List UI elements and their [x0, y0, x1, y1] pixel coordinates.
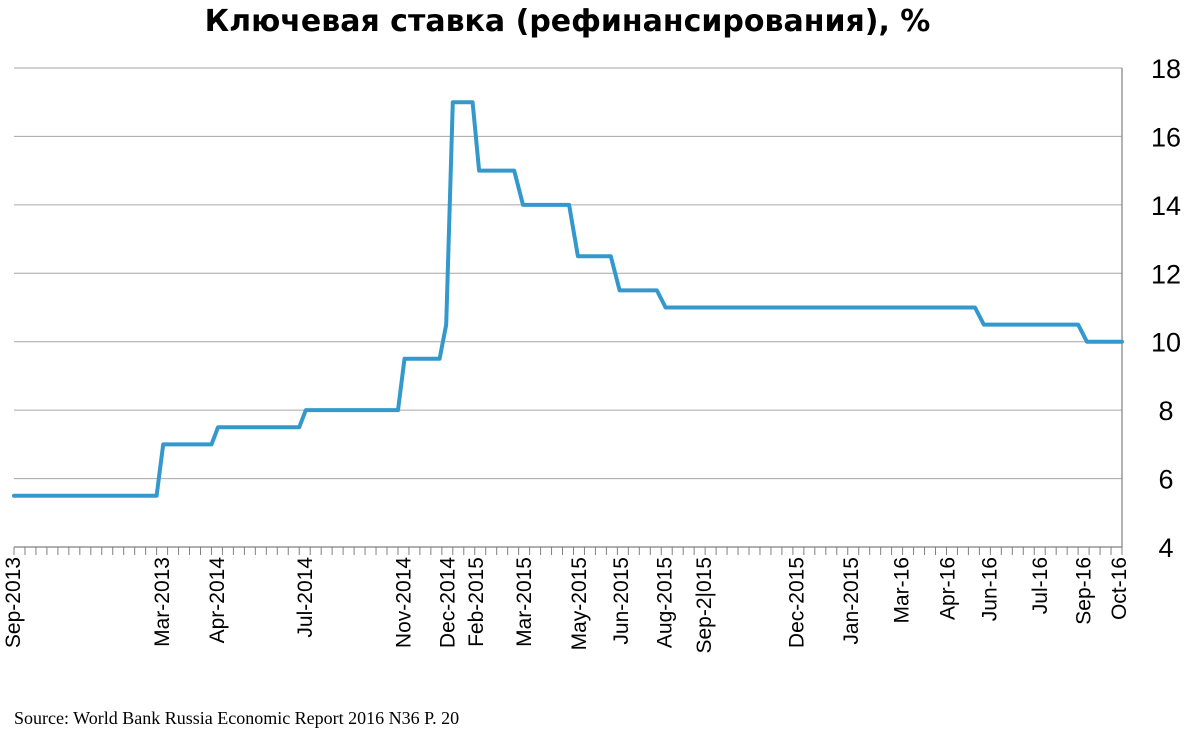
series-line — [12, 100, 1124, 498]
x-tick-label: Sep-2013 — [2, 557, 25, 648]
x-tick-label: Apr-16 — [937, 557, 960, 620]
y-tick-label: 18 — [1151, 54, 1181, 84]
x-tick-label: Jun-2015 — [610, 557, 633, 645]
chart-title: Ключевая ставка (рефинансирования), % — [204, 4, 931, 39]
x-tick-label: Mar-2015 — [513, 557, 536, 647]
x-tick-label: Mar-2013 — [151, 557, 174, 647]
x-tick-label: Sep-16 — [1073, 557, 1096, 625]
x-tick-label: Dec-2014 — [436, 557, 459, 648]
y-tick-label: 10 — [1151, 328, 1181, 358]
x-tick-label: Jul-2014 — [294, 557, 317, 638]
x-tick-label: Feb-2015 — [465, 557, 488, 647]
y-tick-label: 14 — [1151, 191, 1181, 221]
x-tick-label: Aug-2015 — [654, 557, 677, 648]
x-axis-ticks: Sep-2013 Mar-2013 Apr-2014 Jul-2014 Nov-2014… — [2, 557, 1131, 654]
x-tick-label: Dec-2015 — [785, 557, 808, 648]
x-tick-label: Jun-16 — [978, 557, 1001, 621]
y-tick-label: 4 — [1158, 533, 1173, 563]
x-tick-label: Jul-16 — [1029, 557, 1052, 614]
x-tick-label: Jan-2015 — [840, 557, 863, 645]
x-tick-label: Nov-2014 — [393, 557, 416, 648]
y-axis-ticks: 4 6 8 10 12 14 16 18 — [1151, 54, 1181, 563]
x-tick-label: May-2015 — [568, 557, 591, 650]
x-tick-label: Apr-2014 — [206, 557, 229, 644]
y-tick-label: 8 — [1158, 396, 1173, 426]
x-tick-label: Oct-16 — [1108, 557, 1131, 620]
source-note: Source: World Bank Russia Economic Repor… — [14, 708, 460, 728]
x-tick-label: Sep-2|015 — [693, 557, 716, 654]
y-tick-label: 6 — [1158, 465, 1173, 495]
x-tick-label: Mar-16 — [891, 557, 914, 624]
y-tick-label: 16 — [1151, 122, 1181, 152]
y-tick-label: 12 — [1151, 259, 1181, 289]
axes — [13, 68, 1123, 555]
series-layer — [12, 100, 1124, 498]
gridlines — [14, 67, 1122, 480]
